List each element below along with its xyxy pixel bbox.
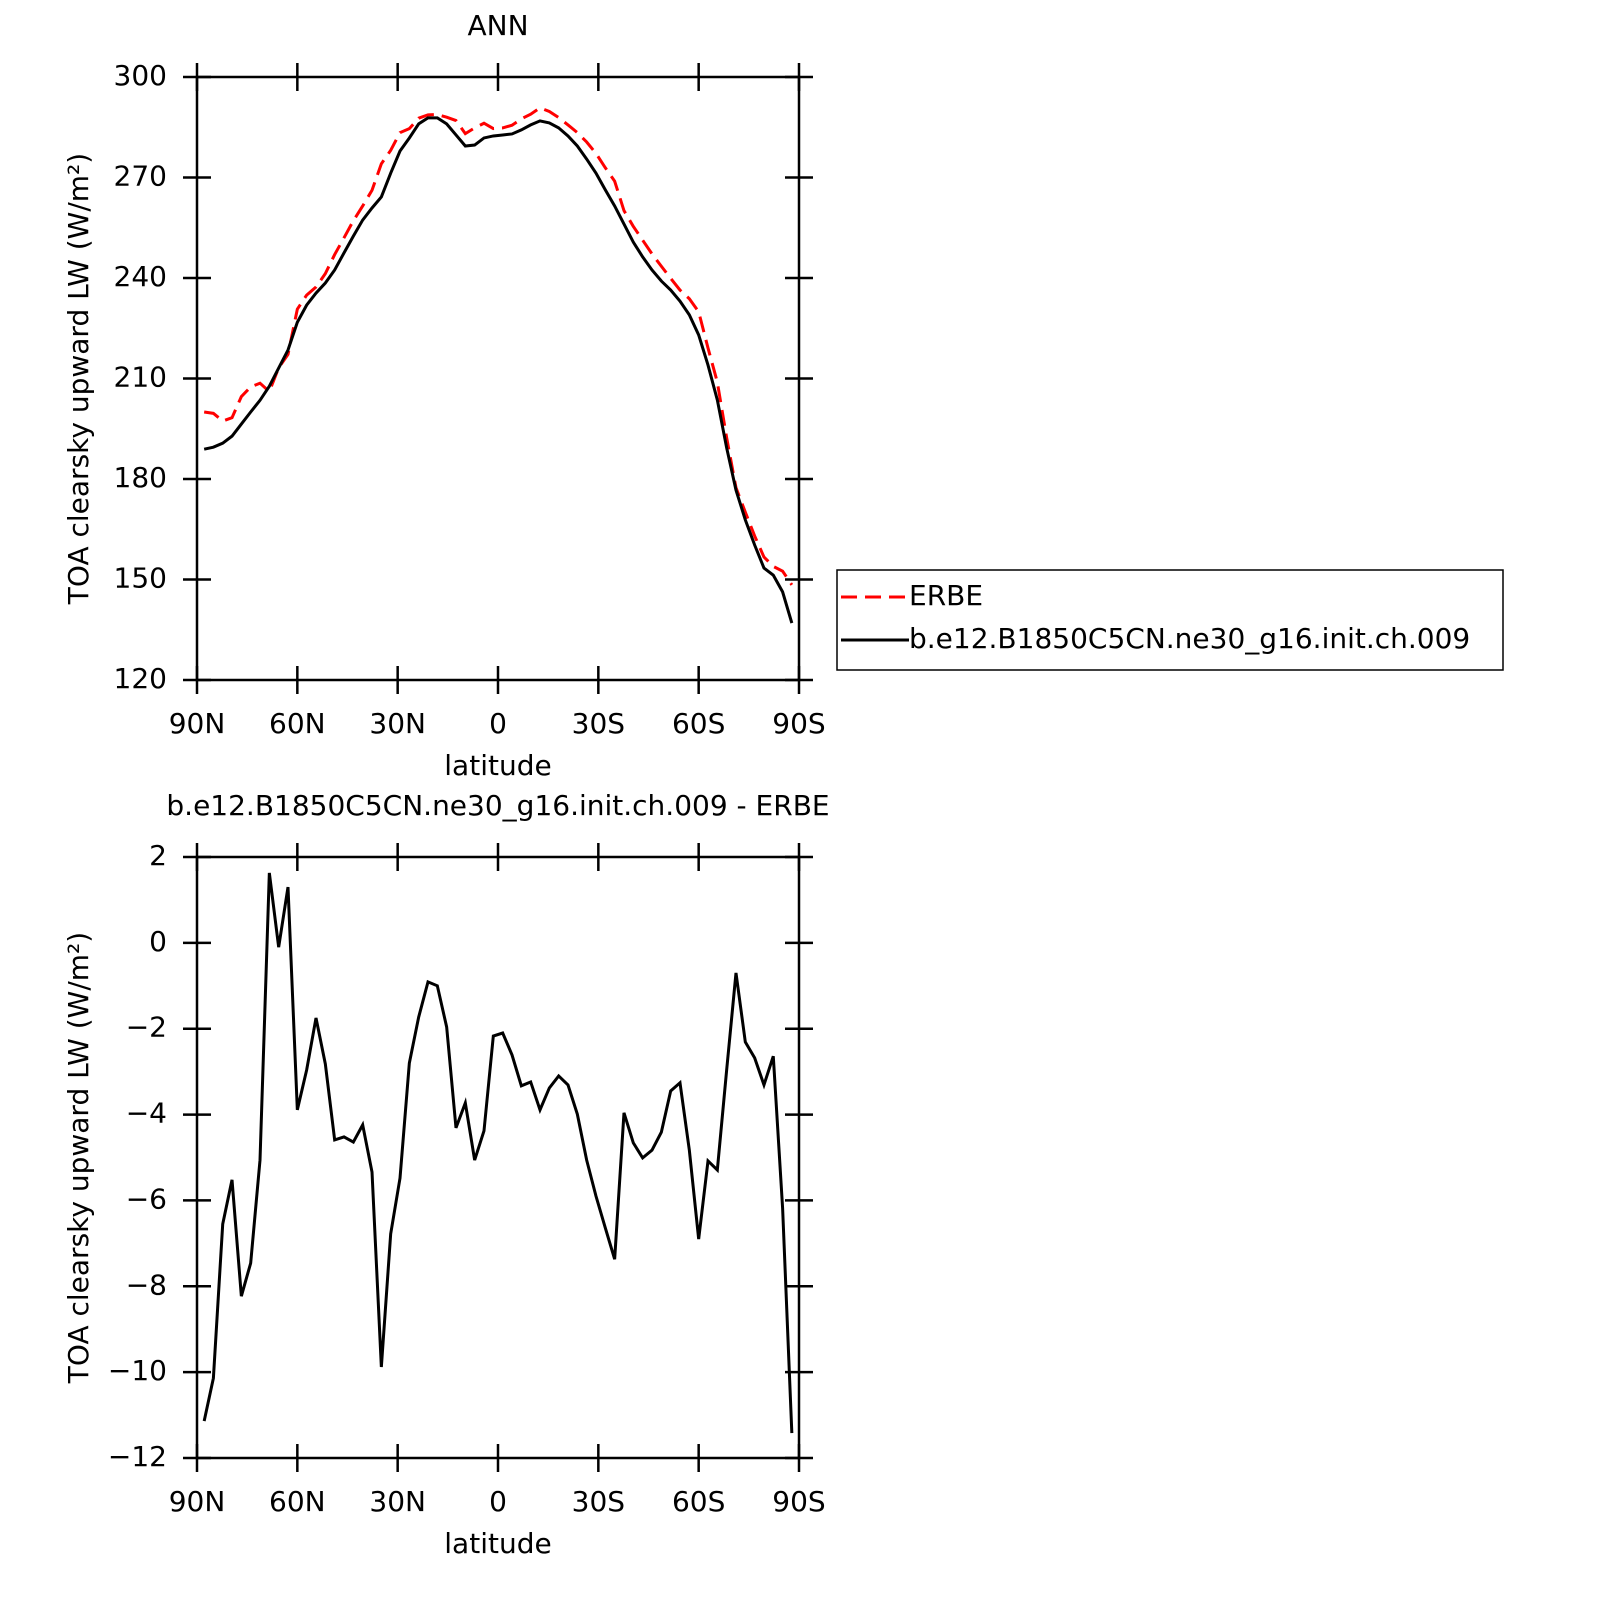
x-axis-label: latitude (444, 1527, 551, 1560)
y-tick-label: −10 (108, 1354, 167, 1387)
y-tick-label: −8 (126, 1268, 167, 1301)
x-tick-label: 0 (489, 1485, 507, 1518)
y-tick-label: 270 (114, 160, 167, 193)
x-tick-label: 90N (169, 1485, 226, 1518)
legend-label: ERBE (909, 579, 983, 612)
data-line (202, 872, 794, 1434)
x-tick-label: 30S (572, 1485, 625, 1518)
y-tick-label: 210 (114, 361, 167, 394)
y-tick-label: 150 (114, 562, 167, 595)
y-tick-label: 0 (149, 925, 167, 958)
x-tick-label: 60N (269, 1485, 326, 1518)
y-axis-label: TOA clearsky upward LW (W/m²) (62, 932, 95, 1384)
y-tick-label: −12 (108, 1440, 167, 1473)
legend-box (836, 569, 1504, 671)
x-tick-label: 90S (772, 707, 825, 740)
y-tick-label: 180 (114, 461, 167, 494)
y-tick-label: −4 (126, 1097, 167, 1130)
x-tick-label: 30S (572, 707, 625, 740)
x-tick-label: 30N (369, 1485, 426, 1518)
chart-title: b.e12.B1850C5CN.ne30_g16.init.ch.009 - E… (166, 789, 829, 822)
y-tick-label: −2 (126, 1011, 167, 1044)
y-tick-label: 300 (114, 59, 167, 92)
plot-frame (195, 855, 801, 1460)
y-tick-label: 2 (149, 839, 167, 872)
x-tick-label: 0 (489, 707, 507, 740)
y-tick-label: 240 (114, 260, 167, 293)
x-tick-label: 60S (672, 1485, 725, 1518)
x-tick-label: 90S (772, 1485, 825, 1518)
data-line (203, 116, 794, 624)
data-line (203, 106, 794, 586)
x-tick-label: 90N (169, 707, 226, 740)
x-axis-label: latitude (444, 749, 551, 782)
x-tick-label: 30N (369, 707, 426, 740)
chart-title: ANN (467, 9, 528, 42)
legend-label: b.e12.B1850C5CN.ne30_g16.init.ch.009 (909, 622, 1470, 655)
y-tick-label: 120 (114, 662, 167, 695)
x-tick-label: 60N (269, 707, 326, 740)
y-axis-label: TOA clearsky upward LW (W/m²) (62, 153, 95, 605)
x-tick-label: 60S (672, 707, 725, 740)
y-tick-label: −6 (126, 1182, 167, 1215)
plot-frame (195, 75, 801, 682)
